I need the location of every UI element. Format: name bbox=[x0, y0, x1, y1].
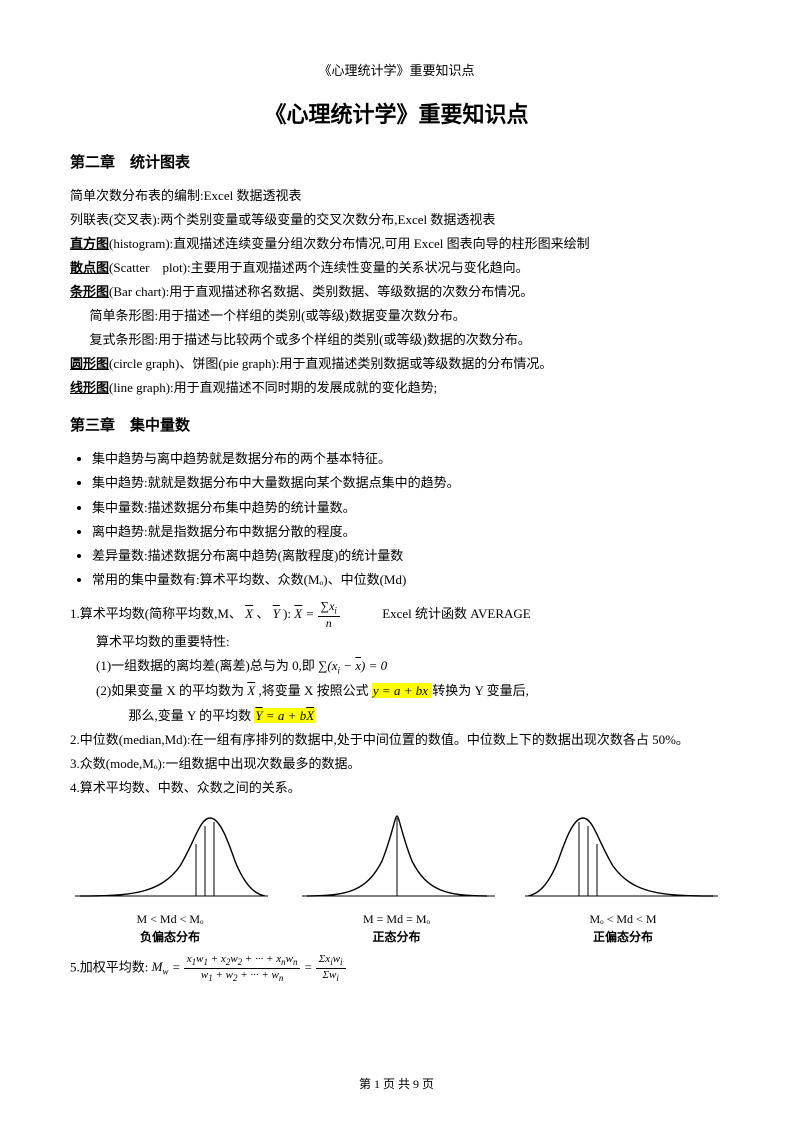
neg-caption-top: M < Md < Mₒ bbox=[70, 912, 270, 927]
item5-pre: 5.加权平均数: bbox=[70, 959, 152, 974]
ch2-p4-bold: 散点图 bbox=[70, 260, 109, 275]
item1-eq: = bbox=[306, 606, 318, 621]
chart-neg-skew: M < Md < Mₒ 负偏态分布 bbox=[70, 806, 270, 945]
ch3-b6: 常用的集中量数有:算术平均数、众数(Mₒ)、中位数(Md) bbox=[92, 568, 723, 592]
norm-caption-btm: 正态分布 bbox=[297, 928, 497, 945]
chart-normal: M = Md = Mₒ 正态分布 bbox=[297, 806, 497, 945]
prop2-mid2: 转换为 Y 变量后, bbox=[432, 683, 529, 698]
prop2-mid1: ,将变量 X 按照公式 bbox=[259, 683, 369, 698]
ch2-p5: 条形图(Bar chart):用于直观描述称名数据、类别数据、等级数据的次数分布… bbox=[70, 280, 723, 304]
ch2-p5a: 简单条形图:用于描述一个样组的类别(或等级)数据变量次数分布。 bbox=[70, 304, 723, 328]
ch2-p5-bold: 条形图 bbox=[70, 284, 109, 299]
prop2-line2-pre: 那么,变量 Y 的平均数 bbox=[129, 708, 252, 723]
ch3-item5: 5.加权平均数: Mw = x1w1 + x2w2 + ··· + xnwn w… bbox=[70, 953, 723, 984]
prop1-pre: (1)一组数据的离均差(离差)总与为 0,即 bbox=[96, 658, 315, 673]
prop2-pre: (2)如果变量 X 的平均数为 bbox=[96, 683, 244, 698]
page: 《心理统计学》重要知识点 《心理统计学》重要知识点 第二章 统计图表 简单次数分… bbox=[0, 0, 793, 1122]
prop2: (2)如果变量 X 的平均数为 X ,将变量 X 按照公式 y = a + bx… bbox=[70, 679, 723, 703]
header-small: 《心理统计学》重要知识点 bbox=[70, 60, 723, 79]
ch3-b5: 差异量数:描述数据分布离中趋势(离散程度)的统计量数 bbox=[92, 544, 723, 568]
prop1: (1)一组数据的离均差(离差)总与为 0,即 ∑(xi − x) = 0 bbox=[70, 654, 723, 679]
prop2-hl1: y = a + bx bbox=[372, 683, 432, 698]
ch3-b3: 集中量数:描述数据分布集中趋势的统计量数。 bbox=[92, 496, 723, 520]
item5-frac1: x1w1 + x2w2 + ··· + xnwn w1 + w2 + ··· +… bbox=[184, 953, 301, 984]
ch3-item3: 3.众数(mode,Mₒ):一组数据中出现次数最多的数据。 bbox=[70, 752, 723, 776]
ch2-p6-bold: 圆形图 bbox=[70, 356, 109, 371]
curve-neg-icon bbox=[70, 806, 270, 906]
item1-frac: ∑xi n bbox=[318, 600, 340, 630]
item5-frac2: Σxiwi Σwi bbox=[316, 953, 346, 984]
main-title: 《心理统计学》重要知识点 bbox=[70, 97, 723, 129]
ch3-b1: 集中趋势与离中趋势就是数据分布的两个基本特征。 bbox=[92, 447, 723, 471]
item5-mw: Mw bbox=[152, 959, 169, 974]
item5-eq2: = bbox=[304, 959, 316, 974]
ch3-item2: 2.中位数(median,Md):在一组有序排列的数据中,处于中间位置的数值。中… bbox=[70, 728, 723, 752]
ch3-item4: 4.算术平均数、中数、众数之间的关系。 bbox=[70, 776, 723, 800]
pos-caption-btm: 正偏态分布 bbox=[523, 928, 723, 945]
item1-xbar2: X bbox=[294, 606, 302, 621]
ch2-p3: 直方图(histogram):直观描述连续变量分组次数分布情况,可用 Excel… bbox=[70, 232, 723, 256]
ch2-p7-rest: (line graph):用于直观描述不同时期的发展成就的变化趋势; bbox=[109, 380, 437, 395]
item1-excel: Excel 统计函数 AVERAGE bbox=[343, 606, 531, 621]
ch3-b2: 集中趋势:就就是数据分布中大量数据向某个数据点集中的趋势。 bbox=[92, 471, 723, 495]
prop-head: 算术平均数的重要特性: bbox=[70, 630, 723, 654]
ch2-p2: 列联表(交叉表):两个类别变量或等级变量的交叉次数分布,Excel 数据透视表 bbox=[70, 208, 723, 232]
ch3-item1: 1.算术平均数(简称平均数,M、 X 、 Y ): X = ∑xi n Exce… bbox=[70, 600, 723, 630]
ch2-p4: 散点图(Scatter plot):主要用于直观描述两个连续性变量的关系状况与变… bbox=[70, 256, 723, 280]
ch2-p6: 圆形图(circle graph)、饼图(pie graph):用于直观描述类别… bbox=[70, 352, 723, 376]
distribution-charts: M < Md < Mₒ 负偏态分布 M = Md = Mₒ 正态分布 Mₒ < … bbox=[70, 806, 723, 945]
item1-pre: 1.算术平均数(简称平均数,M、 bbox=[70, 606, 242, 621]
norm-caption-top: M = Md = Mₒ bbox=[297, 912, 497, 927]
ch2-p5-rest: (Bar chart):用于直观描述称名数据、类别数据、等级数据的次数分布情况。 bbox=[109, 284, 533, 299]
item1-mid: 、 bbox=[256, 606, 269, 621]
ch2-p3-bold: 直方图 bbox=[70, 236, 109, 251]
ch2-p6-rest: (circle graph)、饼图(pie graph):用于直观描述类别数据或… bbox=[109, 356, 552, 371]
chapter2-heading: 第二章 统计图表 bbox=[70, 151, 723, 172]
item1-post: ): bbox=[283, 606, 294, 621]
ch2-p3-rest: (histogram):直观描述连续变量分组次数分布情况,可用 Excel 图表… bbox=[109, 236, 590, 251]
ch2-p1: 简单次数分布表的编制:Excel 数据透视表 bbox=[70, 184, 723, 208]
ch2-p7-bold: 线形图 bbox=[70, 380, 109, 395]
page-footer: 第 1 页 共 9 页 bbox=[0, 1075, 793, 1092]
curve-pos-icon bbox=[523, 806, 723, 906]
prop2-hl2: Y = a + bX bbox=[254, 708, 315, 723]
item1-y: Y bbox=[273, 606, 280, 621]
prop2-line2: 那么,变量 Y 的平均数 Y = a + bX bbox=[70, 704, 723, 728]
chapter3-heading: 第三章 集中量数 bbox=[70, 414, 723, 435]
pos-caption-top: Mₒ < Md < M bbox=[523, 912, 723, 927]
neg-caption-btm: 负偏态分布 bbox=[70, 928, 270, 945]
ch3-bullets: 集中趋势与离中趋势就是数据分布的两个基本特征。 集中趋势:就就是数据分布中大量数… bbox=[70, 447, 723, 591]
curve-normal-icon bbox=[297, 806, 497, 906]
prop1-formula: ∑(xi − x) = 0 bbox=[318, 658, 387, 673]
prop2-xbar: X bbox=[247, 683, 255, 698]
ch2-p4-rest: (Scatter plot):主要用于直观描述两个连续性变量的关系状况与变化趋向… bbox=[109, 260, 529, 275]
ch2-p7: 线形图(line graph):用于直观描述不同时期的发展成就的变化趋势; bbox=[70, 376, 723, 400]
item5-eq: = bbox=[172, 959, 184, 974]
item1-x: X bbox=[245, 606, 253, 621]
ch3-b4: 离中趋势:就是指数据分布中数据分散的程度。 bbox=[92, 520, 723, 544]
chart-pos-skew: Mₒ < Md < M 正偏态分布 bbox=[523, 806, 723, 945]
ch2-p5b: 复式条形图:用于描述与比较两个或多个样组的类别(或等级)数据的次数分布。 bbox=[70, 328, 723, 352]
